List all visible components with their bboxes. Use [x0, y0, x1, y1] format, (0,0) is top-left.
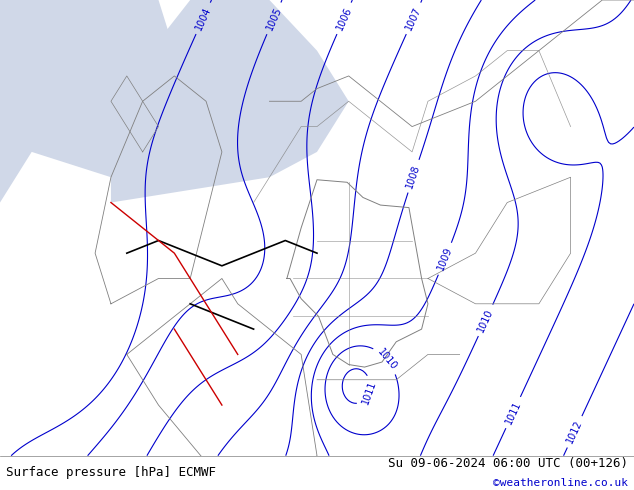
Text: 1008: 1008 — [405, 163, 422, 190]
Text: 1010: 1010 — [375, 347, 398, 372]
Text: Surface pressure [hPa] ECMWF: Surface pressure [hPa] ECMWF — [6, 466, 216, 479]
Text: 1011: 1011 — [503, 399, 523, 426]
Text: 1012: 1012 — [565, 418, 585, 445]
Polygon shape — [0, 0, 190, 202]
Text: 1006: 1006 — [334, 5, 354, 31]
Text: 1010: 1010 — [476, 307, 495, 334]
Text: ©weatheronline.co.uk: ©weatheronline.co.uk — [493, 478, 628, 488]
Text: 1007: 1007 — [404, 5, 423, 31]
Text: 1009: 1009 — [436, 245, 454, 272]
Text: 1004: 1004 — [193, 5, 213, 31]
Text: 1005: 1005 — [264, 5, 283, 31]
Text: 1011: 1011 — [360, 379, 378, 406]
Polygon shape — [111, 0, 349, 202]
Text: Su 09-06-2024 06:00 UTC (00+126): Su 09-06-2024 06:00 UTC (00+126) — [387, 458, 628, 470]
